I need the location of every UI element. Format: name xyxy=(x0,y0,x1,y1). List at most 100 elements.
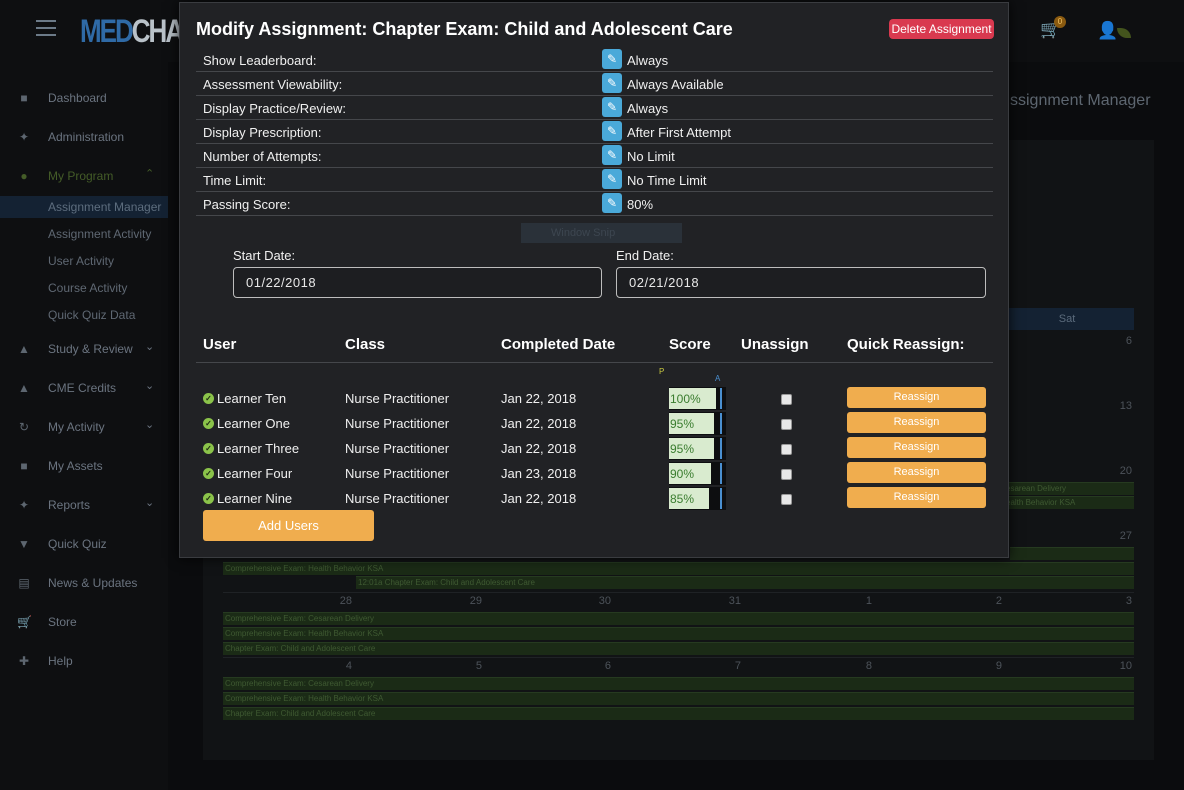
calendar-day[interactable]: 1 xyxy=(865,595,872,607)
sidebar-item-store[interactable]: 🛒 Store xyxy=(17,615,77,629)
calendar-day[interactable]: 13 xyxy=(1119,400,1132,412)
calendar-day[interactable]: 4 xyxy=(345,660,352,672)
reassign-button[interactable]: Reassign xyxy=(847,462,986,483)
edit-icon[interactable]: ✎ xyxy=(602,73,622,93)
average-marker xyxy=(720,438,722,459)
unassign-checkbox[interactable] xyxy=(781,469,792,480)
calendar-day[interactable]: 2 xyxy=(995,595,1002,607)
sidebar-subitem-assignment-manager[interactable]: Assignment Manager xyxy=(0,196,168,218)
calendar-day[interactable]: 7 xyxy=(734,660,741,672)
average-marker xyxy=(720,488,722,509)
leaf-icon xyxy=(1117,28,1131,38)
calendar-event[interactable]: Comprehensive Exam: Health Behavior KSA xyxy=(223,627,1134,640)
sidebar-item-my-activity[interactable]: ↻ My Activity ⌄ xyxy=(18,419,155,434)
calendar-day[interactable]: 8 xyxy=(865,660,872,672)
calendar-day[interactable]: 30 xyxy=(598,595,611,607)
calendar-event[interactable]: Comprehensive Exam: Cesarean Delivery xyxy=(223,677,1134,690)
calendar-event[interactable]: ealth Behavior KSA xyxy=(1004,496,1134,509)
unassign-checkbox[interactable] xyxy=(781,394,792,405)
unassign-checkbox[interactable] xyxy=(781,419,792,430)
add-users-button[interactable]: Add Users xyxy=(203,510,374,541)
reassign-button[interactable]: Reassign xyxy=(847,387,986,408)
average-marker xyxy=(720,413,722,434)
calendar-day[interactable]: 6 xyxy=(604,660,611,672)
setting-row-assessment-viewability: Assessment Viewability: ✎ Always Availab… xyxy=(196,72,993,96)
sidebar: ■ Dashboard ✦ Administration ● My Progra… xyxy=(0,62,168,790)
calendar-event[interactable]: Comprehensive Exam: Health Behavior KSA xyxy=(223,692,1134,705)
sidebar-item-my-program[interactable]: ● My Program ⌃ xyxy=(0,163,168,191)
chevron-down-icon: ⌄ xyxy=(145,341,155,353)
edit-icon[interactable]: ✎ xyxy=(602,97,622,117)
average-marker xyxy=(720,388,722,409)
hamburger-menu-icon[interactable] xyxy=(36,20,56,36)
sidebar-item-my-assets[interactable]: ■ My Assets xyxy=(0,453,168,481)
sidebar-item-study-review[interactable]: ▲ Study & Review ⌄ xyxy=(18,341,155,356)
sidebar-subitem-course-activity[interactable]: Course Activity xyxy=(48,281,128,295)
calendar-day[interactable]: 27 xyxy=(1119,530,1132,542)
newspaper-icon: ▤ xyxy=(18,576,30,590)
app-logo[interactable]: MEDCHALLENGER xyxy=(80,12,180,50)
calendar-day[interactable]: 6 xyxy=(1125,335,1132,347)
edit-icon[interactable]: ✎ xyxy=(602,193,622,213)
sidebar-item-dashboard[interactable]: ■ Dashboard xyxy=(0,85,168,113)
modify-assignment-modal: Modify Assignment: Chapter Exam: Child a… xyxy=(179,2,1009,558)
unassign-checkbox[interactable] xyxy=(781,494,792,505)
calendar-event[interactable]: Comprehensive Exam: Health Behavior KSA xyxy=(223,562,1134,575)
edit-icon[interactable]: ✎ xyxy=(602,49,622,69)
check-circle-icon: ✓ xyxy=(203,493,214,504)
calendar-day[interactable]: 10 xyxy=(1119,660,1132,672)
calendar-event[interactable]: 12:01a Chapter Exam: Child and Adolescen… xyxy=(356,576,1134,589)
calendar-day[interactable]: 29 xyxy=(469,595,482,607)
sidebar-item-reports[interactable]: ✦ Reports ⌄ xyxy=(18,497,155,512)
edit-icon[interactable]: ✎ xyxy=(602,145,622,165)
calendar-event[interactable] xyxy=(1010,547,1134,560)
setting-row-show-leaderboard: Show Leaderboard: ✎ Always xyxy=(196,48,993,72)
sidebar-item-cme-credits[interactable]: ▲ CME Credits ⌄ xyxy=(18,380,155,395)
history-icon: ↻ xyxy=(18,420,30,434)
chevron-down-icon: ⌄ xyxy=(145,419,155,431)
chevron-down-icon: ⌄ xyxy=(145,380,155,392)
users-icon: ● xyxy=(20,169,28,183)
reassign-button[interactable]: Reassign xyxy=(847,487,986,508)
column-header-user: User xyxy=(203,336,237,353)
sidebar-subitem-assignment-activity[interactable]: Assignment Activity xyxy=(48,227,152,241)
reassign-button[interactable]: Reassign xyxy=(847,412,986,433)
start-date-input[interactable] xyxy=(233,267,602,298)
table-row: ✓ Learner One Nurse Practitioner Jan 22,… xyxy=(180,411,1010,436)
unassign-checkbox[interactable] xyxy=(781,444,792,455)
edit-icon[interactable]: ✎ xyxy=(602,121,622,141)
sidebar-subitem-quick-quiz-data[interactable]: Quick Quiz Data xyxy=(48,308,136,322)
window-snip-overlay: Window Snip xyxy=(521,223,682,243)
calendar-day[interactable]: 3 xyxy=(1125,595,1132,607)
trophy-icon: ▼ xyxy=(18,537,30,551)
calendar-event[interactable]: Chapter Exam: Child and Adolescent Care xyxy=(223,707,1134,720)
score-fill xyxy=(669,438,714,459)
book-icon: ■ xyxy=(20,459,28,473)
delete-assignment-button[interactable]: Delete Assignment xyxy=(889,19,994,39)
calendar-event[interactable]: esarean Delivery xyxy=(1004,482,1134,495)
cart-badge: 0 xyxy=(1054,16,1066,28)
sidebar-item-quick-quiz[interactable]: ▼ Quick Quiz xyxy=(18,537,107,551)
calendar-day[interactable]: 31 xyxy=(728,595,741,607)
dashboard-icon: ■ xyxy=(20,91,28,105)
calendar-day[interactable]: 9 xyxy=(995,660,1002,672)
calendar-day[interactable]: 5 xyxy=(475,660,482,672)
calendar-day[interactable]: 20 xyxy=(1119,465,1132,477)
sidebar-item-help[interactable]: ✚ Help xyxy=(18,654,73,668)
page-title: ssignment Manager xyxy=(1010,92,1151,109)
reassign-button[interactable]: Reassign xyxy=(847,437,986,458)
chevron-up-icon: ⌃ xyxy=(145,168,155,180)
score-fill xyxy=(669,388,716,409)
check-circle-icon: ✓ xyxy=(203,418,214,429)
edit-icon[interactable]: ✎ xyxy=(602,169,622,189)
sidebar-subitem-user-activity[interactable]: User Activity xyxy=(48,254,115,268)
calendar-event[interactable]: Comprehensive Exam: Cesarean Delivery xyxy=(223,612,1134,625)
passing-marker-label: P xyxy=(659,367,665,376)
end-date-input[interactable] xyxy=(616,267,986,298)
user-icon[interactable]: 👤 xyxy=(1097,21,1119,40)
sidebar-item-news-updates[interactable]: ▤ News & Updates xyxy=(18,576,138,590)
sidebar-item-administration[interactable]: ✦ Administration xyxy=(18,130,125,144)
cart-icon: 🛒 xyxy=(17,615,32,629)
calendar-event[interactable]: Chapter Exam: Child and Adolescent Care xyxy=(223,642,1134,655)
calendar-day[interactable]: 28 xyxy=(339,595,352,607)
